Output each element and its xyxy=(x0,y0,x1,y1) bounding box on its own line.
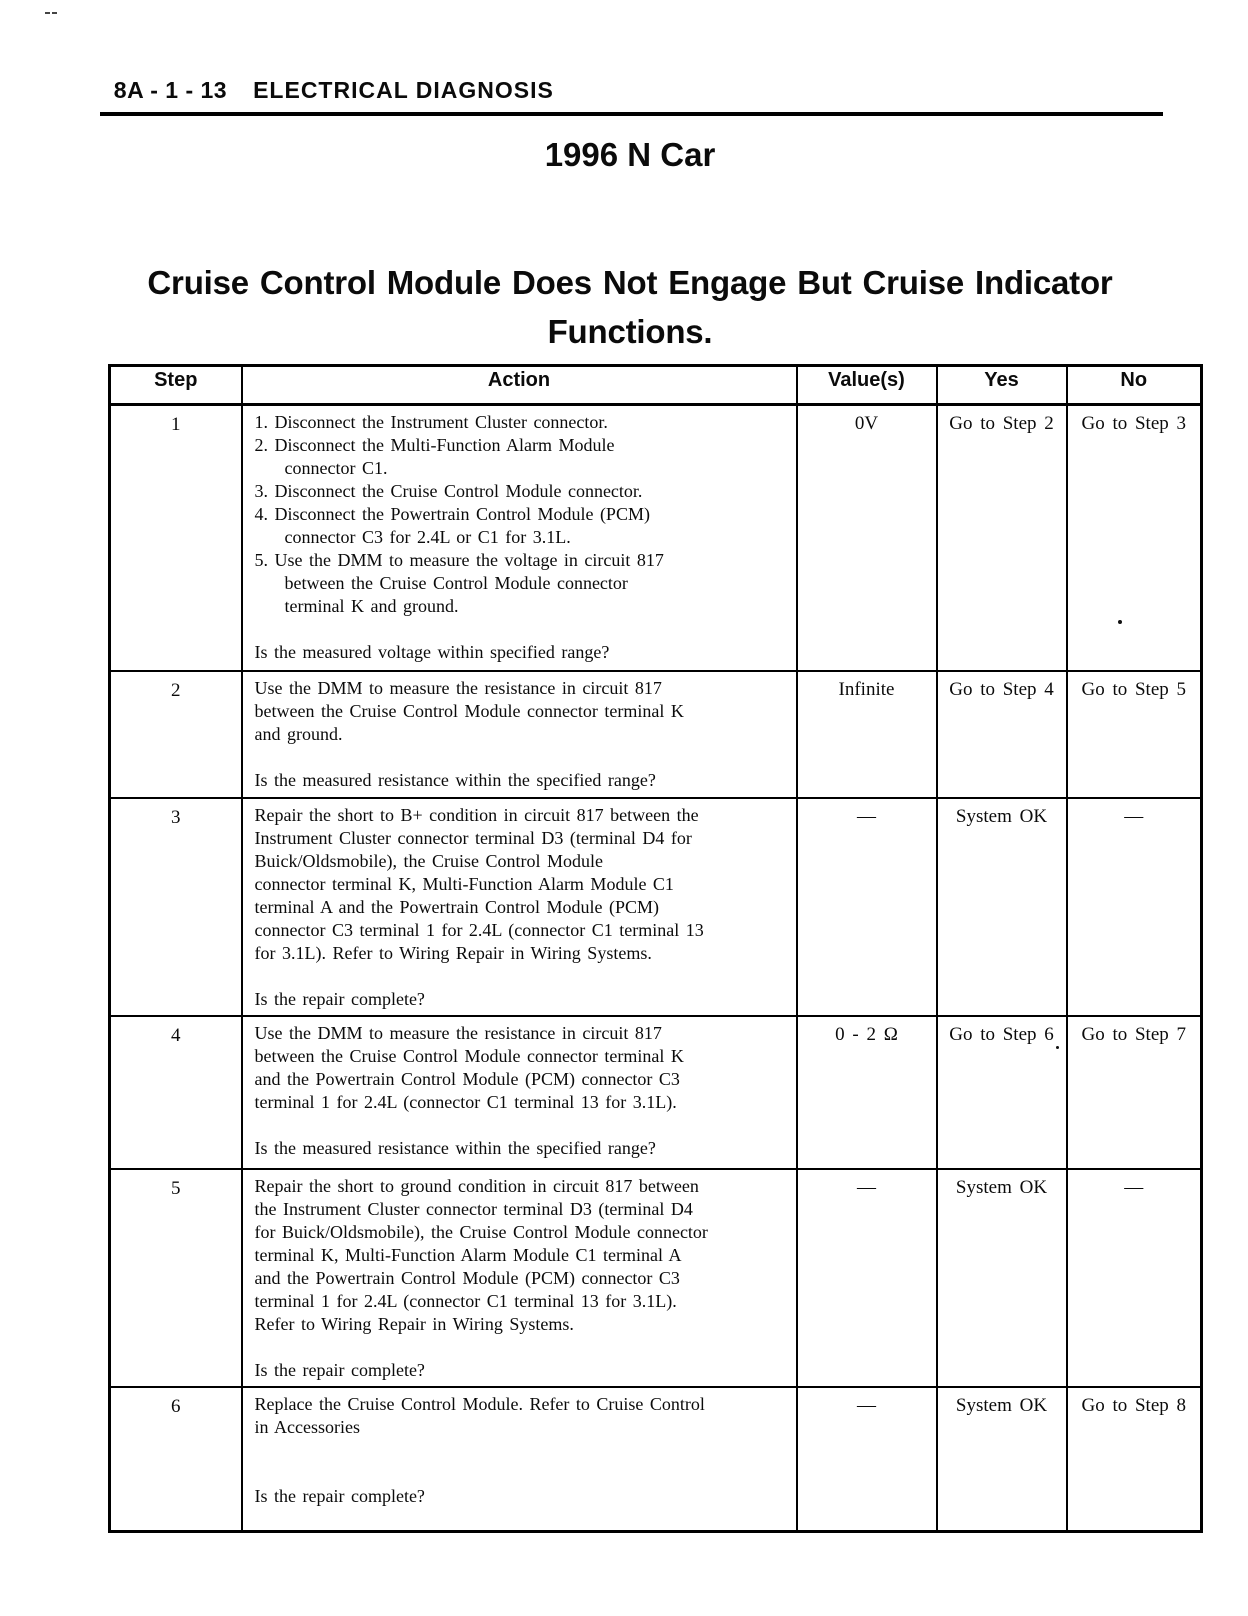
table-row: 6 Replace the Cruise Control Module. Refe… xyxy=(108,1386,1203,1533)
action-text: Use the DMM to measure the resistance in… xyxy=(254,678,684,744)
value-cell: 0 - 2 Ω xyxy=(795,1015,938,1170)
yes-cell: Go to Step 2 xyxy=(935,403,1068,672)
table-header-row: Step Action Value(s) Yes No xyxy=(108,364,1203,406)
no-cell: — xyxy=(1065,1168,1203,1388)
action-cell: Use the DMM to measure the resistance in… xyxy=(240,1015,798,1170)
action-question: Is the repair complete? xyxy=(254,989,425,1009)
action-text: Repair the short to B+ condition in circ… xyxy=(254,805,704,963)
step-cell: 3 xyxy=(108,797,243,1017)
col-header-values: Value(s) xyxy=(795,364,938,406)
table-body: 1 1. Disconnect the Instrument Cluster co… xyxy=(108,403,1203,1533)
table-row: 1 1. Disconnect the Instrument Cluster co… xyxy=(108,403,1203,672)
col-header-step: Step xyxy=(108,364,243,406)
doc-title: 1996 N Car xyxy=(544,136,716,173)
diagnosis-table: Step Action Value(s) Yes No 1 1. Disconnect t… xyxy=(108,364,1203,1533)
value-cell: — xyxy=(795,797,938,1017)
action-item: 1. Disconnect the Instrument Cluster con… xyxy=(254,412,608,432)
section-label: 8A - 1 - 13 xyxy=(113,77,228,103)
action-question: Is the measured resistance within the sp… xyxy=(254,770,656,790)
action-cell: Repair the short to B+ condition in circ… xyxy=(240,797,798,1017)
page-header: 8A - 1 - 13 ELECTRICAL DIAGNOSIS xyxy=(100,50,1163,116)
col-header-no: No xyxy=(1065,364,1203,406)
action-question: Is the repair complete? xyxy=(254,1360,425,1380)
yes-cell: System OK xyxy=(935,1386,1068,1533)
no-cell: — xyxy=(1065,797,1203,1017)
step-cell: 6 xyxy=(108,1386,243,1533)
yes-cell: System OK xyxy=(935,797,1068,1017)
action-cell: Replace the Cruise Control Module. Refer… xyxy=(240,1386,798,1533)
action-cell: 1. Disconnect the Instrument Cluster con… xyxy=(240,403,798,672)
action-item: 2. Disconnect the Multi-Function Alarm M… xyxy=(254,435,615,478)
scan-pencil-mark xyxy=(45,12,50,14)
action-cell: Repair the short to ground condition in … xyxy=(240,1168,798,1388)
action-text: Replace the Cruise Control Module. Refer… xyxy=(254,1394,705,1437)
value-cell: Infinite xyxy=(795,670,938,799)
no-cell: Go to Step 3 xyxy=(1065,403,1203,672)
action-item: 3. Disconnect the Cruise Control Module … xyxy=(254,481,643,501)
no-cell: Go to Step 7 xyxy=(1065,1015,1203,1170)
procedure-title: Cruise Control Module Does Not Engage Bu… xyxy=(147,264,1113,350)
table-row: 5 Repair the short to ground condition in… xyxy=(108,1168,1203,1388)
step-cell: 2 xyxy=(108,670,243,799)
table-row: 2 Use the DMM to measure the resistance i… xyxy=(108,670,1203,799)
action-question: Is the measured voltage within specified… xyxy=(254,642,610,662)
yes-cell: Go to Step 6 xyxy=(935,1015,1068,1170)
no-cell: Go to Step 5 xyxy=(1065,670,1203,799)
value-cell: — xyxy=(795,1386,938,1533)
table-row: 4 Use the DMM to measure the resistance i… xyxy=(108,1015,1203,1170)
step-cell: 4 xyxy=(108,1015,243,1170)
action-item: 5. Use the DMM to measure the voltage in… xyxy=(254,550,664,616)
action-cell: Use the DMM to measure the resistance in… xyxy=(240,670,798,799)
table-row: 3 Repair the short to B+ condition in cir… xyxy=(108,797,1203,1017)
step-cell: 5 xyxy=(108,1168,243,1388)
step-cell: 1 xyxy=(108,403,243,672)
no-cell: Go to Step 8 xyxy=(1065,1386,1203,1533)
section-title: ELECTRICAL DIAGNOSIS xyxy=(253,77,554,103)
header-row: Step Action Value(s) Yes No xyxy=(108,364,1203,406)
action-text: Repair the short to ground condition in … xyxy=(254,1176,708,1334)
action-text: Use the DMM to measure the resistance in… xyxy=(254,1023,684,1112)
yes-cell: System OK xyxy=(935,1168,1068,1388)
col-header-action: Action xyxy=(240,364,798,406)
action-question: Is the measured resistance within the sp… xyxy=(254,1138,656,1158)
col-header-yes: Yes xyxy=(935,364,1068,406)
yes-cell: Go to Step 4 xyxy=(935,670,1068,799)
action-item: 4. Disconnect the Powertrain Control Mod… xyxy=(254,504,650,547)
action-question: Is the repair complete? xyxy=(254,1486,425,1506)
value-cell: — xyxy=(795,1168,938,1388)
value-cell: 0V xyxy=(795,403,938,672)
